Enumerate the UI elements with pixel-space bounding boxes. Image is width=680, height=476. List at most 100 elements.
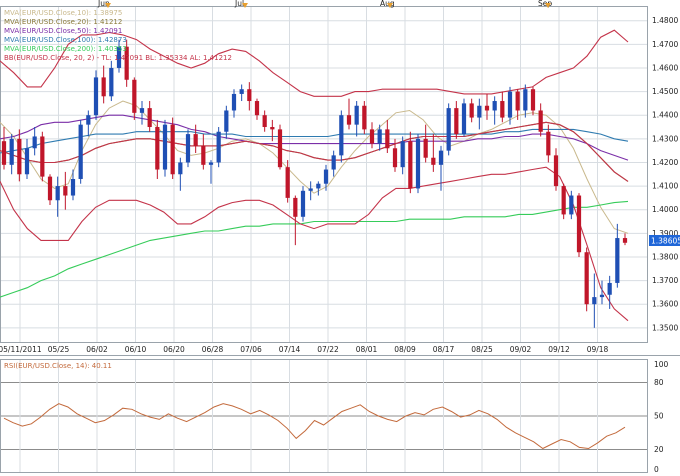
x-tick-09/02: 09/02 [510, 345, 532, 354]
legend-mva100: MVA(EUR/USD.Close,100): 1.42873 [4, 36, 127, 44]
month-label-Jul: Jul [234, 0, 244, 8]
y-tick-1.3900: 1.3900 [652, 229, 678, 238]
candle-body-17 [132, 79, 137, 113]
legend-mva20: MVA(EUR/USD.Close,20): 1.41212 [4, 18, 122, 26]
y-tick-1.3600: 1.3600 [652, 300, 678, 309]
candle-body-59 [454, 108, 459, 135]
candle-body-58 [446, 108, 451, 151]
candle-body-70 [538, 110, 543, 132]
y-axis-rsi: 100 80 50 20 0 [654, 360, 669, 474]
x-tick-06/02: 06/02 [86, 345, 108, 354]
candle-body-81 [622, 238, 628, 243]
candle-body-6 [47, 176, 53, 201]
candle-body-79 [607, 282, 612, 295]
candle-body-35 [270, 127, 275, 130]
candle-body-74 [569, 195, 574, 215]
month-label-Jun: Jun [97, 0, 110, 8]
candle-body-65 [500, 101, 505, 118]
candle-body-34 [262, 115, 267, 128]
candle-body-55 [423, 138, 428, 158]
candle-body-5 [40, 136, 45, 177]
y-tick-1.3800: 1.3800 [652, 252, 678, 261]
candle-body-25 [193, 134, 198, 146]
candle-body-51 [392, 148, 398, 168]
candle-body-0 [1, 141, 7, 165]
y-tick-1.3700: 1.3700 [652, 276, 678, 285]
legend-mva50: MVA(EUR/USD.Close,50): 1.42091 [4, 27, 122, 35]
x-tick-08/01: 08/01 [356, 345, 378, 354]
candle-body-50 [385, 129, 390, 149]
candle-body-13 [101, 77, 106, 97]
x-tick-07/06: 07/06 [240, 345, 262, 354]
candle-body-78 [599, 294, 605, 298]
y-tick-1.4000: 1.4000 [652, 205, 678, 214]
series-mva-eur-usd-close-100- [0, 128, 629, 154]
x-tick-07/22: 07/22 [317, 345, 339, 354]
legend-bb: BB(EUR/USD.Close, 20, 2) - TL: 1.47091 B… [4, 54, 232, 62]
rsi-y-tick-100: 100 [654, 360, 669, 369]
candle-body-37 [285, 167, 290, 198]
candle-body-19 [147, 108, 152, 128]
indicator-lines [0, 29, 629, 322]
candle-body-18 [139, 108, 145, 113]
month-label-Sep: Sep [538, 0, 552, 8]
y-tick-1.4100: 1.4100 [652, 182, 678, 191]
candle-body-20 [155, 127, 160, 170]
candle-body-54 [415, 138, 421, 189]
candles [1, 39, 628, 328]
candle-body-15 [116, 46, 122, 68]
x-tick-08/17: 08/17 [433, 345, 455, 354]
rsi-guides [1, 360, 647, 472]
rsi-y-tick-20: 20 [654, 445, 664, 454]
month-marker-Jul [242, 3, 248, 8]
x-tick-07/14: 07/14 [279, 345, 301, 354]
candle-body-53 [408, 141, 413, 189]
candle-body-45 [346, 115, 352, 125]
candle-body-39 [300, 190, 306, 217]
candle-body-28 [216, 131, 221, 163]
candle-body-27 [208, 162, 214, 165]
series-mva-eur-usd-close-10- [0, 100, 629, 234]
candle-body-4 [32, 136, 37, 149]
candle-body-21 [162, 124, 168, 170]
candle-body-1 [9, 138, 14, 165]
candle-body-7 [55, 186, 60, 201]
series-bb-lower [0, 166, 629, 322]
y-tick-1.4700: 1.4700 [652, 40, 678, 49]
candle-body-62 [477, 105, 482, 118]
candle-body-46 [354, 105, 359, 125]
y-tick-1.4800: 1.4800 [652, 16, 678, 25]
candle-body-77 [592, 297, 597, 305]
series-mva-eur-usd-close-200- [0, 200, 629, 298]
candle-body-29 [224, 110, 229, 132]
grid-lines [1, 7, 647, 342]
candle-body-32 [247, 89, 252, 102]
y-tick-1.4600: 1.4600 [652, 63, 678, 72]
x-tick-09/12: 09/12 [548, 345, 570, 354]
candle-body-66 [507, 91, 513, 118]
x-tick-05/11/2011: 05/11/2011 [0, 345, 42, 354]
candle-body-16 [124, 46, 129, 80]
candle-body-30 [231, 93, 237, 111]
candle-body-14 [109, 67, 114, 97]
rsi-panel [0, 359, 648, 473]
candle-body-33 [254, 101, 260, 116]
rsi-line-group [3, 403, 626, 450]
candle-body-24 [185, 134, 191, 163]
last-price-tag [649, 235, 680, 246]
candle-body-41 [316, 183, 321, 189]
candle-body-56 [431, 157, 436, 165]
candle-body-40 [308, 188, 313, 191]
candle-body-63 [484, 105, 490, 111]
candle-body-52 [400, 141, 405, 168]
candle-body-61 [469, 103, 474, 118]
x-tick-08/25: 08/25 [471, 345, 493, 354]
x-tick-09/18: 09/18 [587, 345, 609, 354]
rsi-y-tick-0: 0 [654, 465, 659, 474]
candle-body-72 [553, 155, 559, 187]
rsi-y-tick-80: 80 [654, 378, 664, 387]
candle-body-67 [515, 91, 520, 111]
candle-body-36 [277, 129, 283, 168]
last-price-label: 1.38605 [651, 237, 680, 246]
